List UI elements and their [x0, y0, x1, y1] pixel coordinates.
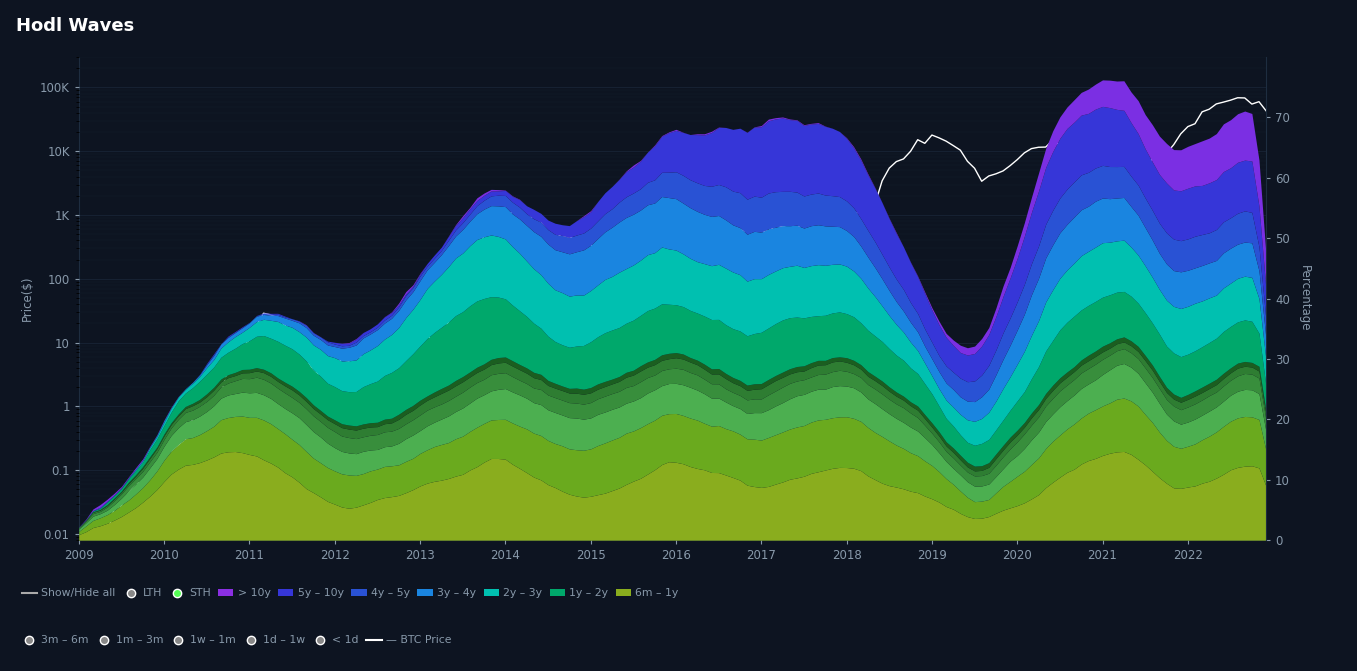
Text: Hodl Waves: Hodl Waves [16, 17, 134, 35]
Legend: 3m – 6m, 1m – 3m, 1w – 1m, 1d – 1w, < 1d, — BTC Price: 3m – 6m, 1m – 3m, 1w – 1m, 1d – 1w, < 1d… [22, 635, 452, 646]
Y-axis label: Price($): Price($) [22, 276, 34, 321]
Legend: Show/Hide all, LTH, STH, > 10y, 5y – 10y, 4y – 5y, 3y – 4y, 2y – 3y, 1y – 2y, 6m: Show/Hide all, LTH, STH, > 10y, 5y – 10y… [22, 588, 678, 599]
Y-axis label: Percentage: Percentage [1297, 265, 1311, 332]
